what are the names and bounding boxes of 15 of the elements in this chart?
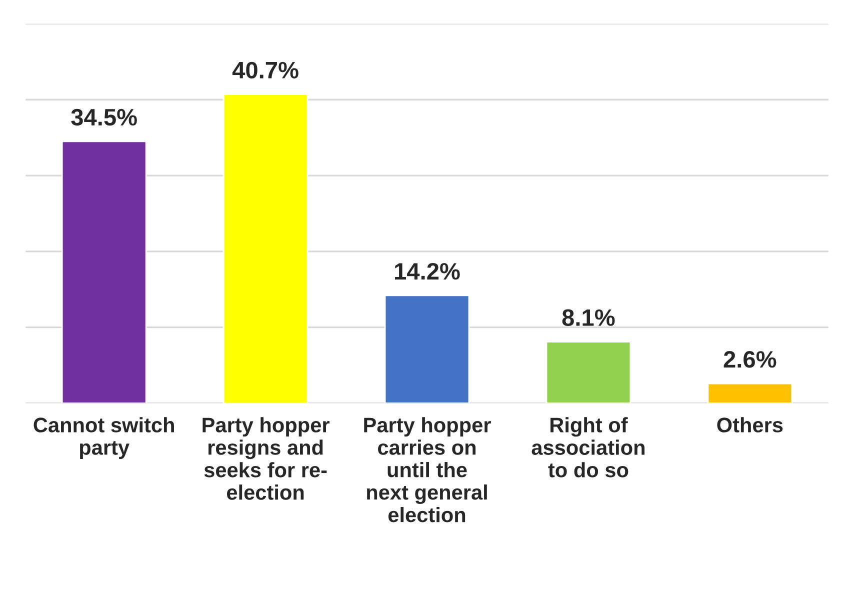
bar [384,294,470,404]
bar [707,382,793,404]
data-label: 40.7% [232,62,298,79]
bar [546,341,632,404]
x-tick-label: Right of association to do so [532,417,644,478]
bar [222,94,308,404]
data-label: 8.1% [562,309,615,326]
x-tick-label: Party hopper carries on until the next general election [364,417,491,522]
data-label: 34.5% [71,108,137,126]
bar [61,140,147,404]
x-tick-label: Cannot switch party [34,417,174,459]
x-tick-label: Party hopper resigns and seeks for re-election [202,417,330,500]
data-label: 14.2% [395,262,460,280]
data-label: 2.6% [724,351,776,368]
x-tick-label: Others [717,417,783,432]
